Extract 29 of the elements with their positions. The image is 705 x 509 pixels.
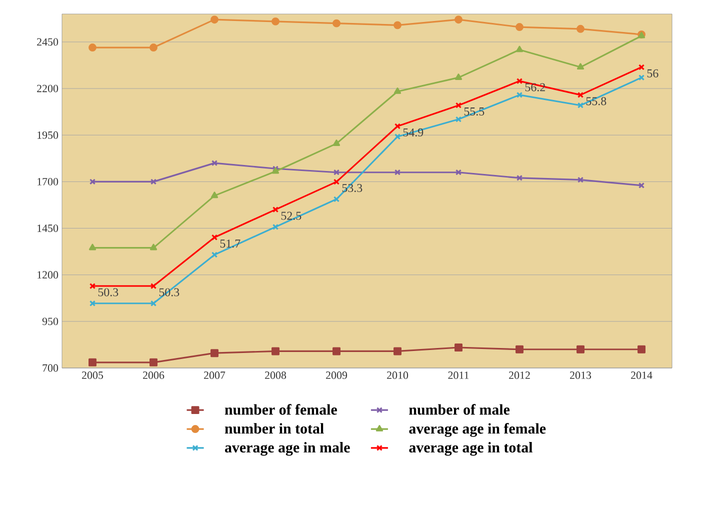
legend-label: number in total: [224, 423, 324, 434]
y-tick-label: 1200: [38, 271, 58, 279]
legend-label: average age in male: [224, 442, 350, 456]
x-tick-label: 2007: [204, 372, 226, 379]
x-tick-label: 2006: [143, 372, 164, 379]
y-tick-label: 950: [42, 318, 58, 326]
legend-label: number of male: [409, 404, 510, 415]
x-tick-label: 2011: [448, 372, 469, 379]
legend-label: average age in female: [409, 423, 546, 437]
data-label: 50.3: [98, 288, 118, 296]
data-label: 51.7: [220, 240, 240, 248]
x-tick-label: 2008: [265, 372, 286, 379]
x-tick-label: 2012: [509, 372, 530, 379]
y-tick-label: 1450: [38, 224, 58, 232]
y-tick-label: 1950: [38, 131, 58, 139]
legend-label: number of female: [224, 404, 337, 415]
y-tick-label: 1700: [38, 178, 58, 186]
y-tick-label: 2450: [37, 38, 58, 46]
x-tick-label: 2010: [387, 372, 408, 379]
x-tick-label: 2013: [570, 372, 592, 379]
data-label: 52.5: [281, 212, 302, 220]
x-tick-label: 2014: [631, 372, 652, 379]
x-tick-label: 2005: [82, 372, 104, 379]
y-tick-label: 2200: [37, 84, 58, 92]
legend-label: average age in total: [409, 442, 533, 456]
annotation: 56: [647, 69, 658, 78]
x-tick-label: 2009: [326, 372, 348, 379]
y-tick-label: 700: [42, 364, 58, 372]
data-label: 56.2: [525, 83, 545, 92]
